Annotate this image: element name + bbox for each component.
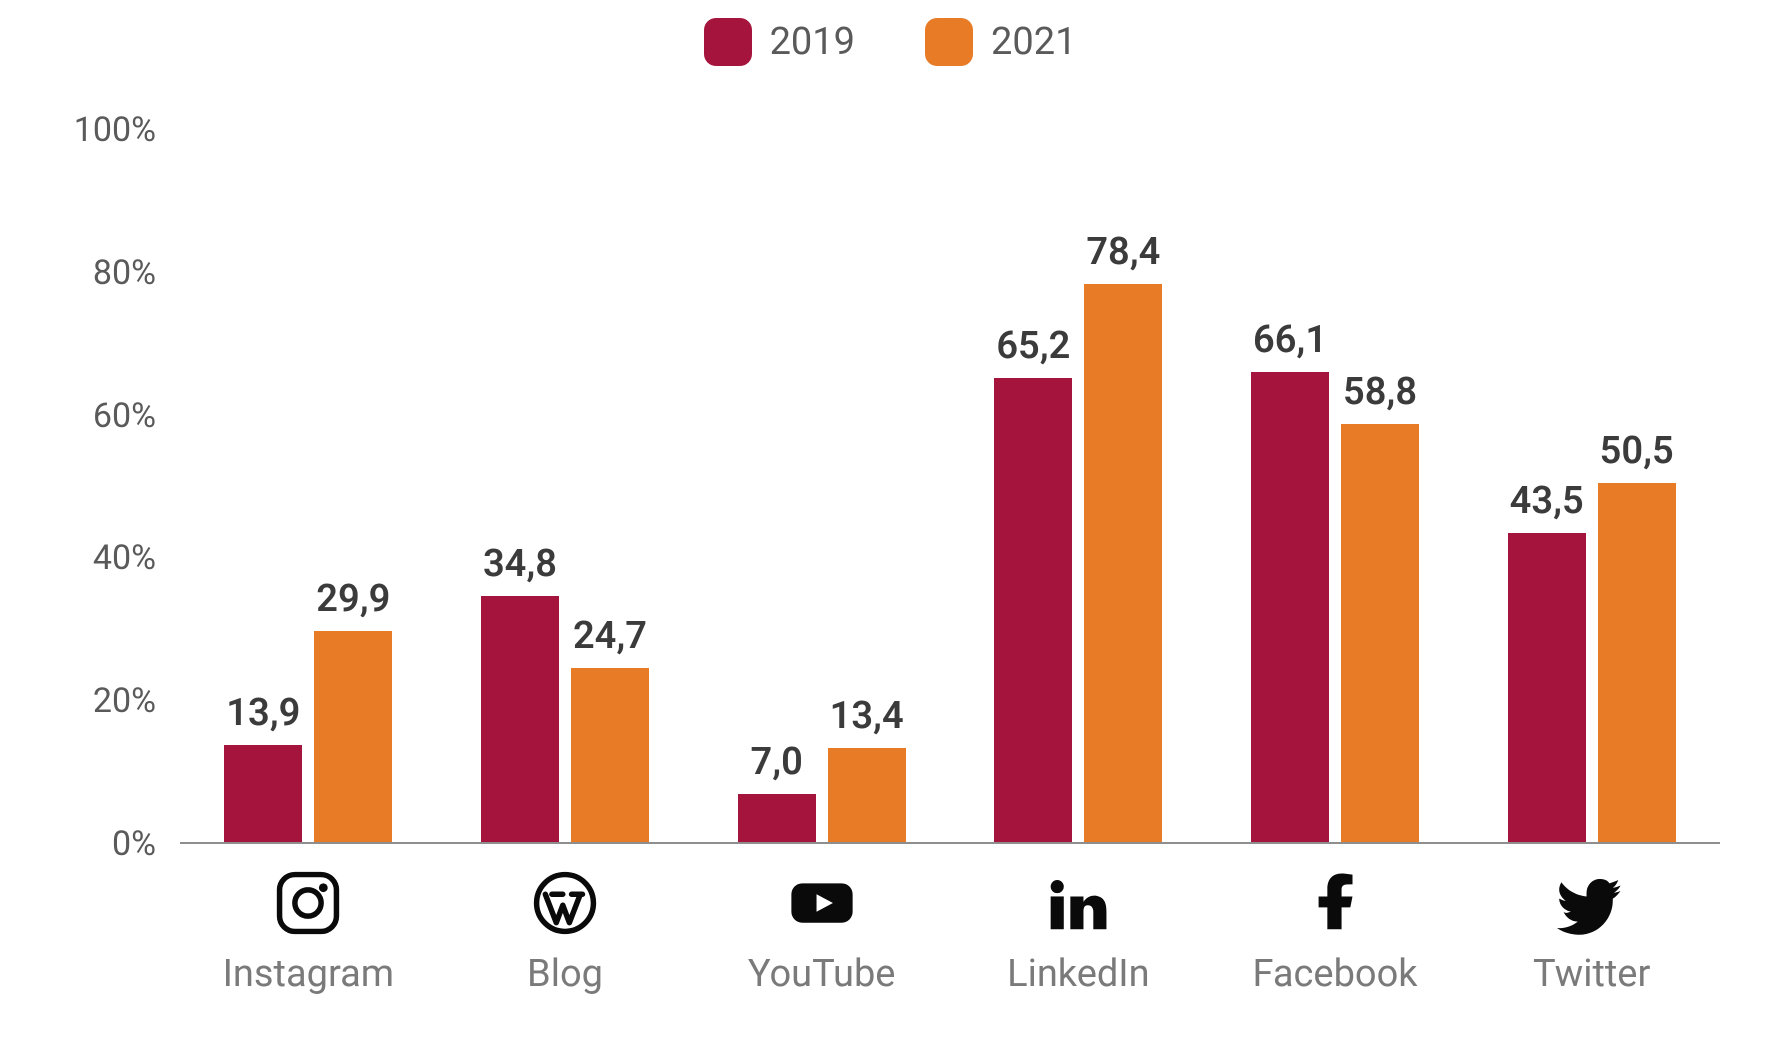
bar-instagram-s2019: 13,9 bbox=[224, 745, 302, 844]
x-category-youtube: YouTube bbox=[693, 844, 950, 1054]
ytick-label: 0% bbox=[112, 824, 180, 864]
legend: 2019 2021 bbox=[0, 18, 1780, 66]
legend-item-2019: 2019 bbox=[704, 18, 855, 66]
bar-value-label: 7,0 bbox=[751, 740, 803, 794]
legend-swatch-2019 bbox=[704, 18, 752, 66]
x-category-blog: Blog bbox=[437, 844, 694, 1054]
bar-value-label: 13,4 bbox=[830, 694, 904, 748]
bar-value-label: 50,5 bbox=[1600, 429, 1674, 483]
bar-group-facebook: 66,158,8 bbox=[1207, 130, 1464, 844]
x-category-twitter: Twitter bbox=[1463, 844, 1720, 1054]
bar-youtube-s2021: 13,4 bbox=[828, 748, 906, 844]
bar-group-youtube: 7,013,4 bbox=[693, 130, 950, 844]
bar-group-instagram: 13,929,9 bbox=[180, 130, 437, 844]
twitter-icon bbox=[1557, 868, 1627, 938]
instagram-icon bbox=[273, 868, 343, 938]
bar-group-linkedin: 65,278,4 bbox=[950, 130, 1207, 844]
legend-item-2021: 2021 bbox=[925, 18, 1076, 66]
youtube-icon bbox=[787, 868, 857, 938]
legend-label-2021: 2021 bbox=[991, 20, 1076, 64]
facebook-icon bbox=[1300, 868, 1370, 938]
x-category-label: LinkedIn bbox=[1007, 952, 1149, 996]
x-category-label: Twitter bbox=[1533, 952, 1650, 996]
x-axis: Instagram Blog YouTube LinkedIn Facebook Twit… bbox=[180, 844, 1720, 1054]
bar-value-label: 24,7 bbox=[573, 614, 647, 668]
bar-group-twitter: 43,550,5 bbox=[1463, 130, 1720, 844]
x-category-facebook: Facebook bbox=[1207, 844, 1464, 1054]
bar-blog-s2019: 34,8 bbox=[481, 596, 559, 844]
ytick-label: 20% bbox=[93, 681, 180, 721]
bar-twitter-s2019: 43,5 bbox=[1508, 533, 1586, 844]
legend-label-2019: 2019 bbox=[770, 20, 855, 64]
bar-facebook-s2019: 66,1 bbox=[1251, 372, 1329, 844]
plot-area: 0% 20% 40% 60% 80% 100% 13,929,934,824,7… bbox=[180, 130, 1720, 844]
bar-instagram-s2021: 29,9 bbox=[314, 631, 392, 844]
bar-value-label: 34,8 bbox=[483, 542, 557, 596]
bar-blog-s2021: 24,7 bbox=[571, 668, 649, 844]
legend-swatch-2021 bbox=[925, 18, 973, 66]
bar-value-label: 43,5 bbox=[1510, 479, 1584, 533]
bar-youtube-s2019: 7,0 bbox=[738, 794, 816, 844]
wordpress-icon bbox=[530, 868, 600, 938]
x-category-instagram: Instagram bbox=[180, 844, 437, 1054]
bar-linkedin-s2019: 65,2 bbox=[994, 378, 1072, 844]
bar-groups: 13,929,934,824,77,013,465,278,466,158,84… bbox=[180, 130, 1720, 844]
bar-value-label: 78,4 bbox=[1086, 230, 1160, 284]
bar-value-label: 13,9 bbox=[226, 691, 300, 745]
ytick-label: 60% bbox=[93, 396, 180, 436]
x-category-label: Facebook bbox=[1253, 952, 1418, 996]
social-media-bar-chart: 2019 2021 0% 20% 40% 60% 80% 100% 13,929… bbox=[0, 0, 1780, 1054]
ytick-label: 80% bbox=[93, 253, 180, 293]
bar-twitter-s2021: 50,5 bbox=[1598, 483, 1676, 844]
x-category-linkedin: LinkedIn bbox=[950, 844, 1207, 1054]
ytick-label: 40% bbox=[93, 538, 180, 578]
x-category-label: Instagram bbox=[223, 952, 395, 996]
bar-linkedin-s2021: 78,4 bbox=[1084, 284, 1162, 844]
bar-group-blog: 34,824,7 bbox=[437, 130, 694, 844]
bar-facebook-s2021: 58,8 bbox=[1341, 424, 1419, 844]
bar-value-label: 58,8 bbox=[1343, 370, 1417, 424]
bar-value-label: 65,2 bbox=[996, 324, 1070, 378]
bar-value-label: 66,1 bbox=[1253, 318, 1327, 372]
x-category-label: YouTube bbox=[748, 952, 896, 996]
x-category-label: Blog bbox=[527, 952, 603, 996]
ytick-label: 100% bbox=[74, 110, 180, 150]
bar-value-label: 29,9 bbox=[316, 577, 390, 631]
linkedin-icon bbox=[1043, 868, 1113, 938]
